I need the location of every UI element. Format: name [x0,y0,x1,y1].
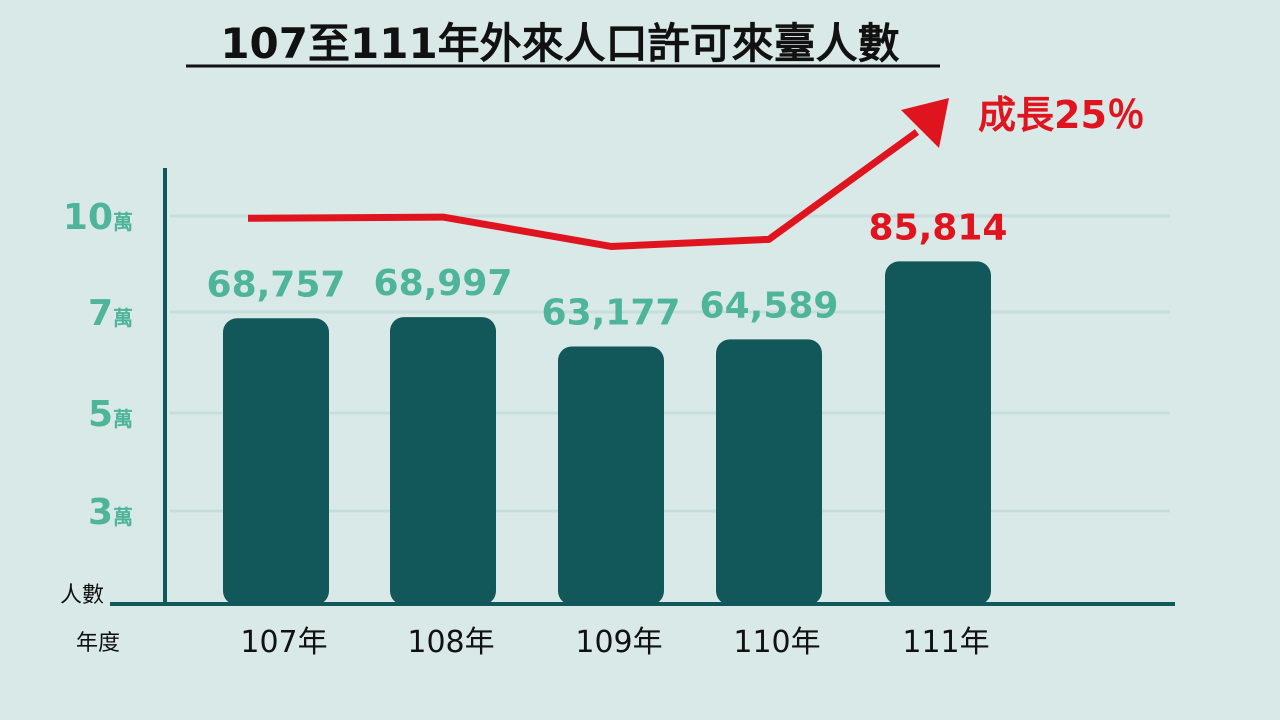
x-tick-label: 109年 [575,625,662,660]
growth-arrow-head [901,98,949,148]
x-tick-label: 107年 [240,625,327,660]
bar-value-label: 63,177 [542,292,681,333]
x-tick-label: 108年 [407,625,494,660]
growth-trend-line [247,129,920,250]
bar [716,339,822,605]
x-axis-label: 年度 [76,631,120,656]
bars [223,261,991,605]
x-tick-labels: 107年 108年 109年 110年 111年 [240,625,989,660]
bar [885,261,991,605]
bar-value-label: 64,589 [700,285,839,326]
y-tick-label: 7萬 [88,293,133,334]
y-tick-labels: 3萬 5萬 7萬 10萬 [63,197,133,533]
bar [390,317,496,605]
bar-value-labels: 68,757 68,997 63,177 64,589 85,814 [207,207,1008,333]
y-axis-label: 人數 [60,583,104,608]
bar-value-label: 68,997 [374,263,513,304]
y-tick-label: 5萬 [88,394,133,435]
x-tick-label: 111年 [902,625,989,660]
chart-title: 107至111年外來人口許可來臺人數 [220,19,899,68]
bar [223,318,329,605]
y-tick-label: 10萬 [63,197,133,238]
x-tick-label: 110年 [733,625,820,660]
bar-value-label: 68,757 [207,264,346,305]
growth-annotation: 成長25％ [978,93,1145,137]
bar-value-label: 85,814 [869,207,1008,248]
y-tick-label: 3萬 [88,492,133,533]
bar [558,346,664,605]
